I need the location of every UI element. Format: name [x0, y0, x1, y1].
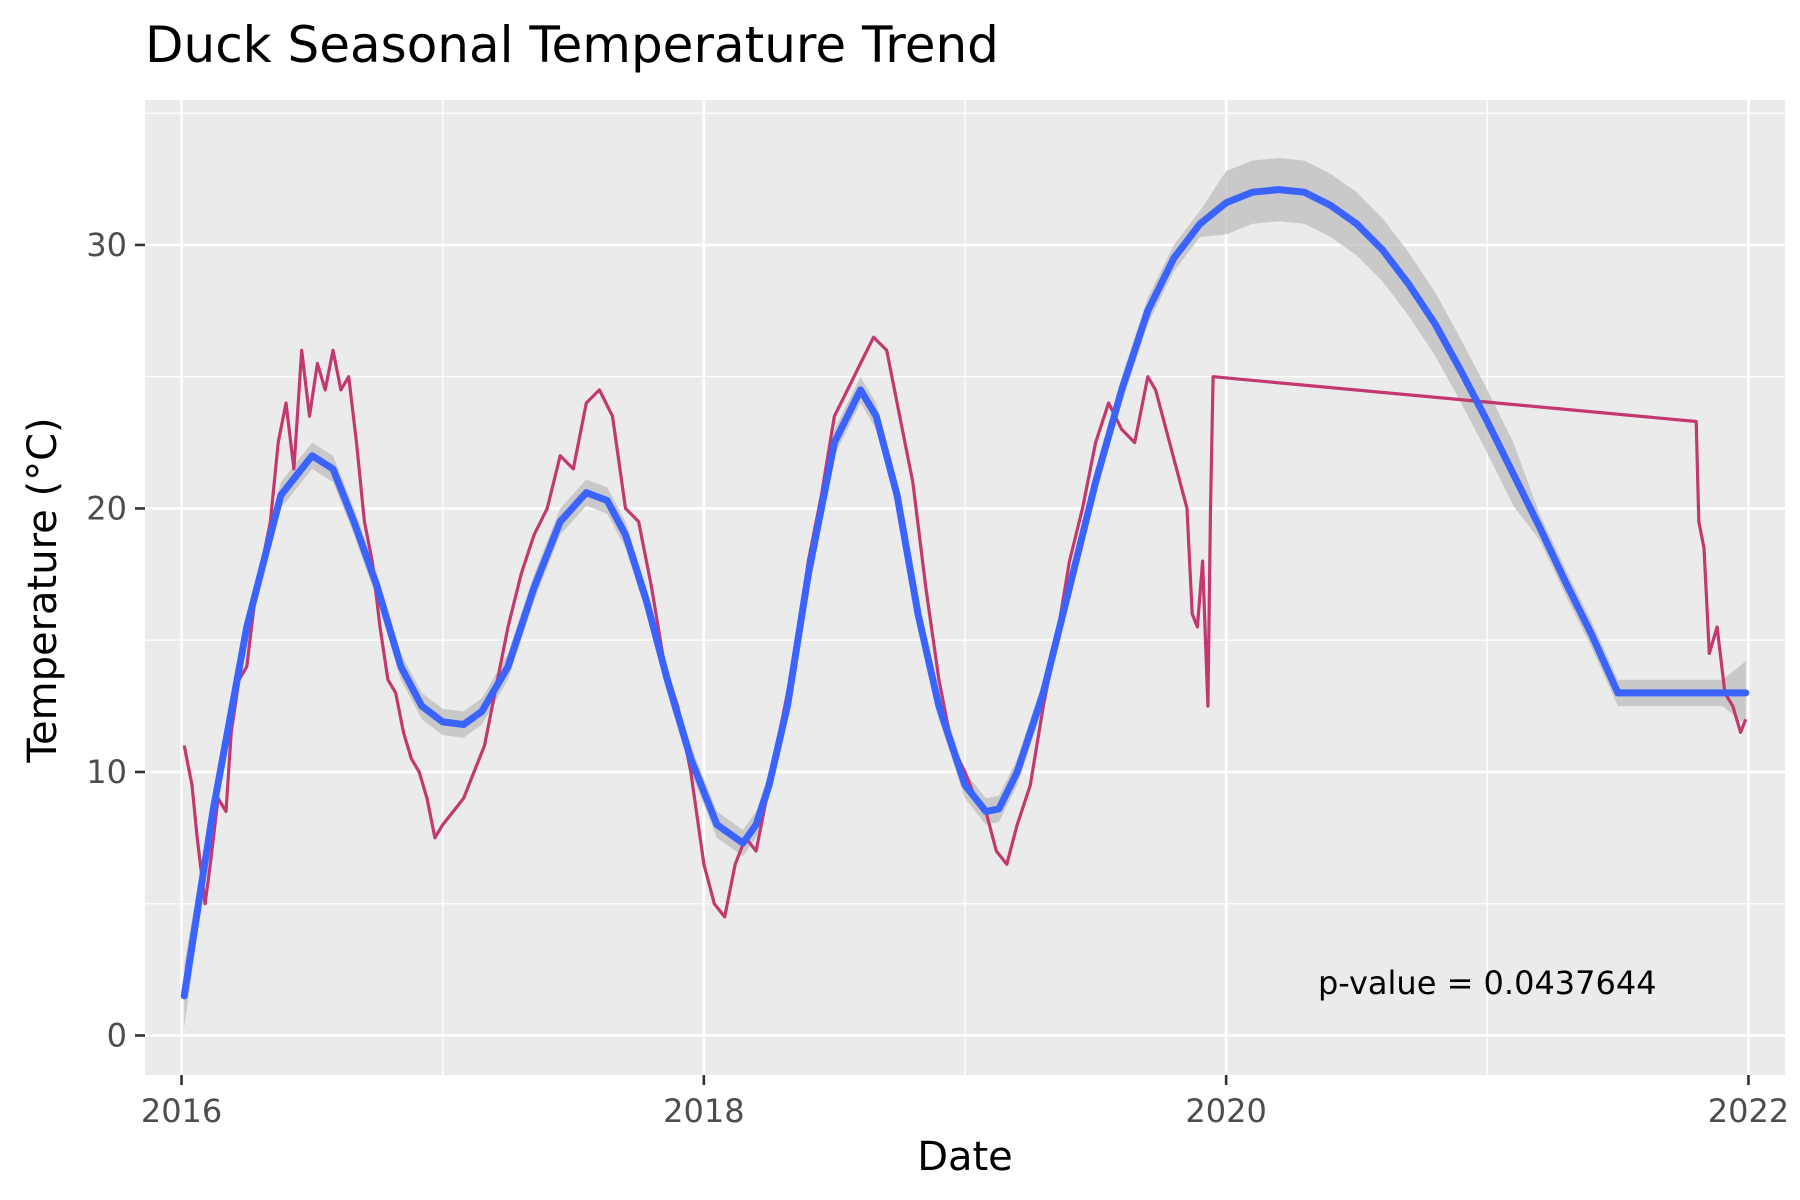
x-tick-label: 2022	[1708, 1092, 1789, 1130]
x-tick-label: 2020	[1185, 1092, 1266, 1130]
observed-temperature-line	[182, 335, 1748, 919]
y-axis-ticks: 0 10 20 30	[86, 226, 145, 1054]
y-tick-label: 0	[107, 1016, 127, 1054]
x-tick-label: 2016	[141, 1092, 222, 1130]
x-axis-title: Date	[917, 1134, 1013, 1180]
p-value-annotation: p-value = 0.0437644	[1318, 964, 1657, 1002]
y-tick-label: 30	[86, 226, 127, 264]
y-tick-label: 20	[86, 489, 127, 527]
y-tick-label: 10	[86, 753, 127, 791]
chart-title: Duck Seasonal Temperature Trend	[145, 16, 999, 74]
smooth-trend-line	[180, 186, 1750, 1000]
x-axis-ticks: 2016 2018 2020 2022	[141, 1075, 1789, 1130]
minor-gridlines	[145, 100, 1785, 1075]
major-gridlines	[145, 100, 1785, 1075]
y-axis-title: Temperature (°C)	[20, 417, 66, 763]
x-tick-label: 2018	[663, 1092, 744, 1130]
